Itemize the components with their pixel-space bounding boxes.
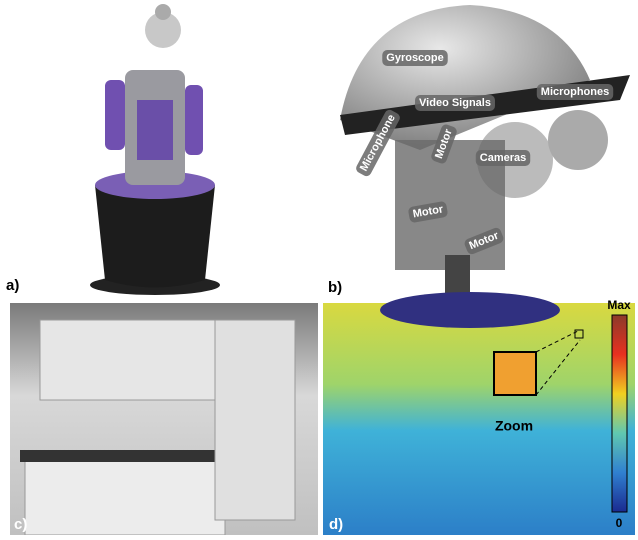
panel-label: c): [14, 516, 27, 533]
annotation: Video Signals: [415, 95, 495, 111]
panel-label: a): [6, 277, 19, 294]
annotation: Gyroscope: [382, 50, 447, 66]
annotation-text: Video Signals: [419, 97, 491, 109]
annotation-text: Cameras: [480, 152, 526, 164]
zoom-label: Zoom: [495, 418, 533, 434]
panel-label: b): [328, 279, 342, 296]
heatmap-image: [323, 292, 635, 535]
annotation-text: Gyroscope: [386, 52, 443, 64]
kitchen-photo: [10, 303, 318, 535]
annotation: Cameras: [476, 150, 530, 166]
robot-photo: [90, 4, 220, 295]
figure: Zoom Max 0 a) b) c) d) Gyroscope Video Si…: [0, 0, 638, 535]
colorbar-max: Max: [607, 298, 631, 312]
annotation: Microphones: [537, 84, 613, 100]
panel-label: d): [329, 516, 343, 533]
annotation-text: Microphones: [541, 86, 609, 98]
colorbar-min: 0: [616, 516, 623, 530]
